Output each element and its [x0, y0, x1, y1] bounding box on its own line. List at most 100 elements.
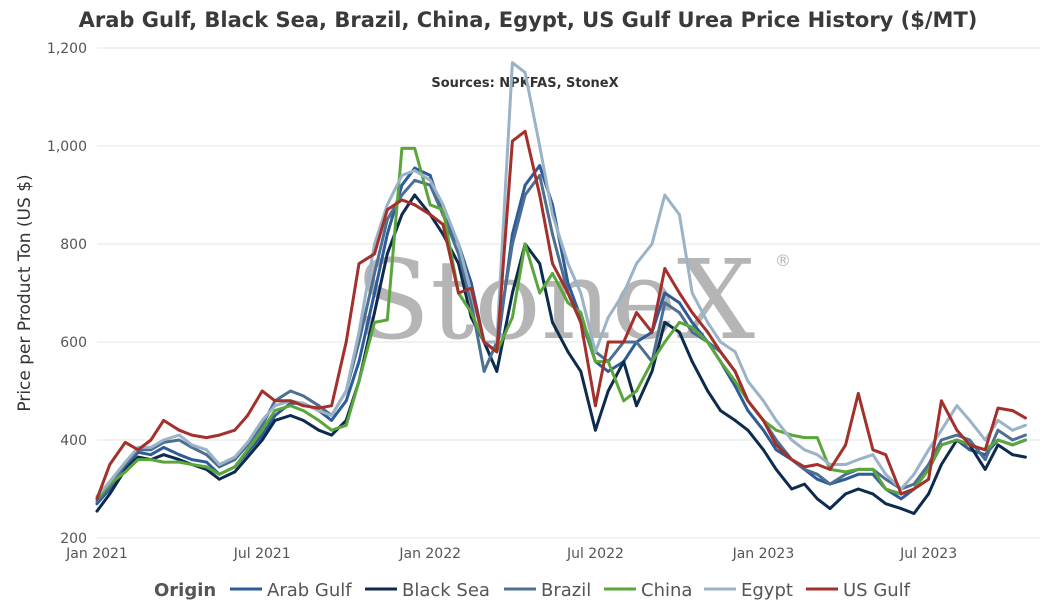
- data-point: [246, 414, 250, 417]
- legend-item-brazil[interactable]: Brazil: [541, 580, 591, 601]
- data-point: [650, 370, 654, 373]
- data-point: [719, 350, 722, 354]
- data-point: [217, 477, 221, 481]
- data-point: [912, 482, 916, 486]
- data-point: [233, 465, 237, 469]
- data-point: [790, 487, 794, 491]
- data-point: [912, 472, 916, 476]
- data-point: [260, 433, 264, 437]
- data-point: [469, 281, 473, 285]
- data-point: [357, 379, 361, 383]
- data-point: [774, 428, 778, 432]
- x-tick-label: Jul 2023: [899, 546, 957, 562]
- data-point: [273, 414, 277, 417]
- gridlines: [97, 47, 1040, 539]
- data-point: [815, 472, 819, 476]
- data-point: [385, 252, 389, 256]
- data-point: [1011, 443, 1014, 447]
- data-point: [538, 193, 542, 197]
- legend-title: Origin: [154, 580, 216, 601]
- data-point: [162, 419, 166, 422]
- data-point: [815, 497, 819, 501]
- data-point: [205, 436, 208, 439]
- data-point: [523, 129, 527, 133]
- legend-item-egypt[interactable]: Egypt: [741, 580, 793, 601]
- data-point: [706, 321, 710, 324]
- data-point: [289, 414, 292, 417]
- data-point: [594, 428, 597, 432]
- data-point: [260, 438, 264, 442]
- data-point: [622, 360, 626, 363]
- data-point: [856, 472, 860, 476]
- data-point: [289, 404, 292, 408]
- data-point: [344, 399, 348, 403]
- data-point: [968, 438, 972, 442]
- data-point: [551, 321, 554, 324]
- data-point: [538, 144, 542, 148]
- data-point: [162, 438, 166, 442]
- data-point: [495, 370, 499, 373]
- data-point: [233, 428, 237, 432]
- data-point: [1024, 416, 1027, 420]
- data-point: [413, 193, 417, 197]
- data-point: [511, 291, 514, 295]
- series-line-china: [95, 146, 1027, 501]
- data-point: [385, 208, 389, 212]
- legend-item-china[interactable]: China: [641, 580, 692, 601]
- y-axis-ticks: 200 400 600 800 1,000 1,200: [47, 41, 87, 547]
- data-point: [190, 458, 194, 461]
- data-point: [663, 267, 667, 270]
- legend-item-black-sea[interactable]: Black Sea: [402, 580, 490, 601]
- registered-mark-icon: ®: [775, 251, 791, 270]
- data-point: [635, 262, 638, 265]
- data-point: [357, 360, 361, 363]
- data-point: [413, 178, 417, 182]
- data-point: [733, 379, 737, 383]
- chart-title: Arab Gulf, Black Sea, Brazil, China, Egy…: [79, 8, 978, 32]
- data-point: [856, 487, 860, 491]
- data-point: [123, 470, 127, 474]
- data-point: [844, 472, 847, 476]
- data-point: [678, 213, 681, 217]
- data-point: [373, 272, 376, 275]
- data-point: [205, 465, 208, 469]
- data-point: [719, 340, 722, 344]
- data-point: [330, 433, 333, 437]
- data-point: [983, 448, 987, 452]
- data-point: [523, 183, 527, 187]
- data-point: [511, 139, 514, 143]
- data-point: [190, 463, 194, 466]
- data-point: [663, 301, 667, 305]
- data-point: [884, 472, 888, 476]
- data-point: [136, 458, 140, 461]
- data-point: [706, 389, 710, 393]
- stonex-watermark: StoneX: [355, 236, 755, 364]
- data-point: [746, 428, 750, 432]
- data-point: [871, 468, 875, 471]
- data-point: [635, 404, 638, 408]
- data-point: [317, 406, 321, 410]
- data-point: [344, 423, 348, 427]
- data-point: [162, 460, 166, 464]
- data-point: [289, 399, 292, 403]
- data-point: [400, 147, 404, 150]
- data-point: [940, 463, 943, 466]
- data-point: [856, 392, 860, 395]
- series-line-us-gulf: [95, 129, 1027, 501]
- data-point: [815, 463, 819, 466]
- data-point: [815, 477, 819, 481]
- data-point: [884, 477, 888, 481]
- data-point: [469, 311, 473, 314]
- y-axis-label: Price per Product Ton (US $): [15, 174, 35, 411]
- data-point: [357, 330, 361, 334]
- data-point: [162, 446, 166, 449]
- data-point: [385, 218, 389, 221]
- chart-subtitle: Sources: NPKFAS, StoneX: [431, 76, 618, 91]
- legend-item-us-gulf[interactable]: US Gulf: [843, 580, 911, 601]
- legend-item-arab-gulf[interactable]: Arab Gulf: [267, 580, 352, 601]
- data-point: [1011, 428, 1014, 432]
- data-point: [844, 443, 847, 447]
- data-point: [927, 448, 930, 452]
- data-point: [373, 291, 376, 295]
- data-point: [149, 458, 153, 461]
